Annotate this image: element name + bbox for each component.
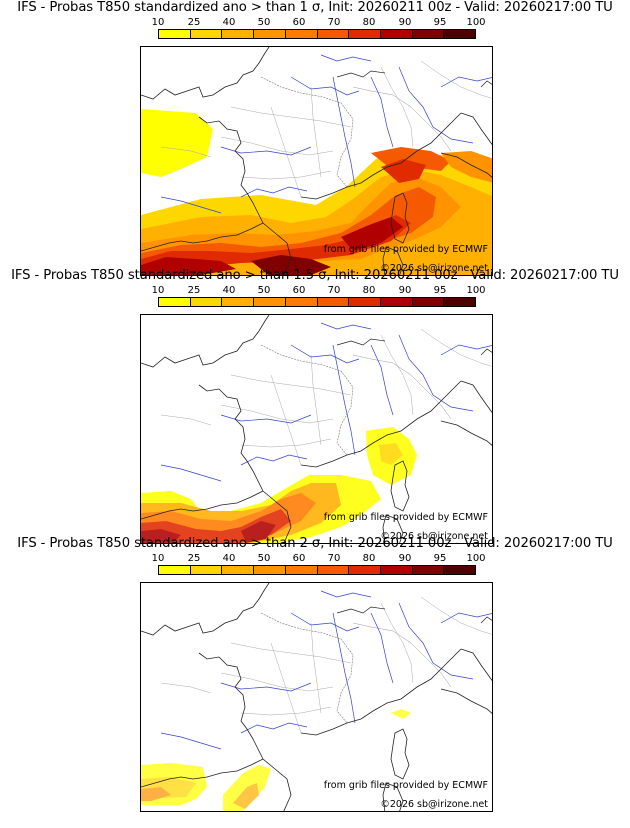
admin-borders <box>160 596 492 734</box>
colorbar-swatch <box>254 30 286 38</box>
colorbar-tick-label: 95 <box>433 285 447 296</box>
colorbar-tick-label: 60 <box>292 285 306 296</box>
colorbar-swatch <box>380 566 413 574</box>
colorbar-tick-label: 80 <box>362 285 376 296</box>
source-credit: from grib files provided by ECMWF <box>323 512 488 523</box>
colorbar-swatch <box>190 298 223 306</box>
panel-title: IFS - Probas T850 standardized ano > tha… <box>17 0 613 15</box>
colorbar-swatch <box>317 298 350 306</box>
colorbar-swatch <box>412 298 445 306</box>
colorbar-swatch <box>349 298 381 306</box>
colorbar-tick-label: 60 <box>292 17 306 28</box>
map-canvas <box>141 583 492 811</box>
colorbar-swatch <box>412 566 445 574</box>
colorbar-swatch <box>412 30 445 38</box>
colorbar-tick-label: 40 <box>222 553 236 564</box>
coastlines <box>141 315 492 543</box>
colorbar-tick-label: 60 <box>292 553 306 564</box>
colorbar-tick-label: 80 <box>362 17 376 28</box>
colorbar-swatch <box>222 298 255 306</box>
colorbar-tick-label: 100 <box>466 285 486 296</box>
colorbar-tick-label: 10 <box>151 17 165 28</box>
colorbar-swatch <box>444 566 476 574</box>
colorbar-tick-label: 95 <box>433 17 447 28</box>
map-canvas <box>141 315 492 543</box>
colorbar-swatch <box>444 30 476 38</box>
rivers <box>160 54 492 214</box>
colorbar-tick-label: 50 <box>257 553 271 564</box>
colorbar-tick-label: 90 <box>398 17 412 28</box>
colorbar-swatch <box>317 566 350 574</box>
colorbar-swatch <box>159 30 191 38</box>
colorbar-tick-label: 70 <box>327 285 341 296</box>
rivers <box>160 322 492 482</box>
admin-borders <box>160 328 492 466</box>
colorbar-swatch <box>190 30 223 38</box>
colorbar-swatch <box>285 30 318 38</box>
coastlines <box>141 583 492 811</box>
colorbar-swatch <box>222 566 255 574</box>
panel-title: IFS - Probas T850 standardized ano > tha… <box>17 536 613 551</box>
copyright-credit: ©2026 sb@irizone.net <box>380 531 488 542</box>
colorbar-tick-label: 70 <box>327 17 341 28</box>
colorbar-swatch <box>349 566 381 574</box>
colorbar-tick-label: 25 <box>187 553 201 564</box>
source-credit: from grib files provided by ECMWF <box>323 780 488 791</box>
colorbar-swatch <box>380 298 413 306</box>
colorbar-swatch <box>159 566 191 574</box>
colorbar-tick-label: 80 <box>362 553 376 564</box>
colorbar <box>158 297 476 307</box>
forecast-panel: IFS - Probas T850 standardized ano > tha… <box>0 536 630 816</box>
forecast-panel: IFS - Probas T850 standardized ano > tha… <box>0 0 630 280</box>
admin-borders <box>160 60 492 198</box>
colorbar-tick-label: 40 <box>222 17 236 28</box>
colorbar <box>158 29 476 39</box>
colorbar-tick-label: 40 <box>222 285 236 296</box>
colorbar-swatch <box>285 566 318 574</box>
colorbar-tick-label: 100 <box>466 17 486 28</box>
rivers <box>160 590 492 750</box>
probability-map: from grib files provided by ECMWF ©2026 s… <box>140 582 493 812</box>
colorbar-tick-label: 100 <box>466 553 486 564</box>
colorbar-swatch <box>444 298 476 306</box>
probability-fill <box>141 709 411 811</box>
colorbar-swatch <box>159 298 191 306</box>
colorbar-tick-label: 50 <box>257 285 271 296</box>
colorbar-tick-label: 70 <box>327 553 341 564</box>
forecast-panel: IFS - Probas T850 standardized ano > tha… <box>0 268 630 548</box>
colorbar-tick-label: 90 <box>398 553 412 564</box>
colorbar-tick-label: 90 <box>398 285 412 296</box>
colorbar-tick-label: 25 <box>187 285 201 296</box>
map-canvas <box>141 47 492 275</box>
colorbar-tick-label: 10 <box>151 285 165 296</box>
colorbar-labels: 10 25 40 50 60 70 80 90 95 100 <box>0 285 630 296</box>
colorbar-swatch <box>222 30 255 38</box>
coastlines <box>141 47 492 275</box>
source-credit: from grib files provided by ECMWF <box>323 244 488 255</box>
colorbar-swatch <box>285 298 318 306</box>
colorbar-tick-label: 10 <box>151 553 165 564</box>
copyright-credit: ©2026 sb@irizone.net <box>380 799 488 810</box>
colorbar-swatch <box>380 30 413 38</box>
colorbar-tick-label: 50 <box>257 17 271 28</box>
colorbar-swatch <box>254 298 286 306</box>
colorbar-labels: 10 25 40 50 60 70 80 90 95 100 <box>0 553 630 564</box>
colorbar-tick-label: 25 <box>187 17 201 28</box>
colorbar-tick-label: 95 <box>433 553 447 564</box>
probability-map: from grib files provided by ECMWF ©2026 s… <box>140 46 493 276</box>
copyright-credit: ©2026 sb@irizone.net <box>380 263 488 274</box>
probability-map: from grib files provided by ECMWF ©2026 s… <box>140 314 493 544</box>
colorbar-swatch <box>317 30 350 38</box>
panel-title: IFS - Probas T850 standardized ano > tha… <box>11 268 619 283</box>
colorbar <box>158 565 476 575</box>
colorbar-labels: 10 25 40 50 60 70 80 90 95 100 <box>0 17 630 28</box>
colorbar-swatch <box>254 566 286 574</box>
colorbar-swatch <box>190 566 223 574</box>
colorbar-swatch <box>349 30 381 38</box>
probability-fill <box>141 427 417 543</box>
